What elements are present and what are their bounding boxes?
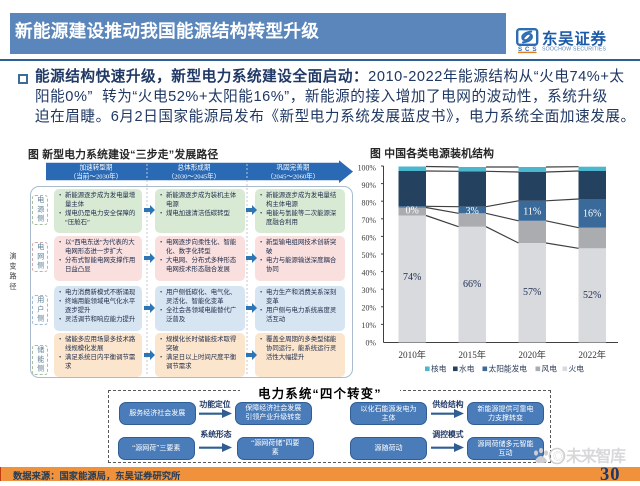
svg-text:100%: 100%	[358, 164, 376, 173]
svg-text:60%: 60%	[362, 234, 377, 243]
svg-text:核电: 核电	[431, 364, 447, 374]
svg-text:2010年: 2010年	[398, 349, 426, 360]
svg-text:东吴证券: 东吴证券	[542, 29, 606, 48]
svg-text:SCS: SCS	[518, 46, 537, 53]
svg-text:水电: 水电	[459, 364, 475, 374]
svg-text:火电: 火电	[569, 364, 585, 374]
svg-text:太阳能发电: 太阳能发电	[489, 364, 528, 374]
svg-text:2020年: 2020年	[518, 349, 546, 360]
svg-text:40%: 40%	[362, 269, 377, 278]
svg-text:57%: 57%	[523, 287, 541, 298]
svg-text:16%: 16%	[583, 209, 601, 220]
svg-text:80%: 80%	[362, 199, 377, 208]
svg-text:（2030～2045年）: （2030～2045年）	[168, 172, 221, 181]
svg-text:2022年: 2022年	[578, 349, 606, 360]
svg-text:总体形成期: 总体形成期	[178, 163, 211, 172]
svg-text:风电: 风电	[542, 364, 558, 374]
svg-text:10%: 10%	[362, 321, 377, 330]
svg-text:50%: 50%	[362, 251, 377, 260]
svg-text:未来智库: 未来智库	[566, 447, 626, 466]
svg-text:11%: 11%	[523, 206, 541, 217]
svg-text:◎: ◎	[553, 450, 564, 463]
svg-text:SOOCHOW SECURITIES: SOOCHOW SECURITIES	[542, 47, 607, 53]
svg-text:30%: 30%	[362, 286, 377, 295]
svg-text:20%: 20%	[362, 304, 377, 313]
svg-text:70%: 70%	[362, 216, 377, 225]
svg-text:0%: 0%	[365, 339, 376, 348]
svg-text:（2045～2060年）: （2045～2060年）	[267, 172, 320, 181]
svg-text:加速转型期: 加速转型期	[80, 163, 113, 172]
svg-text:66%: 66%	[463, 279, 481, 290]
svg-text:（当前～2030年）: （当前～2030年）	[70, 172, 123, 181]
svg-text:3%: 3%	[466, 206, 479, 217]
svg-text:巩固完善期: 巩固完善期	[277, 163, 310, 172]
svg-text:52%: 52%	[583, 290, 601, 301]
svg-text:90%: 90%	[362, 181, 377, 190]
svg-text:2015年: 2015年	[458, 349, 486, 360]
svg-text:0%: 0%	[406, 206, 419, 217]
svg-text:74%: 74%	[403, 272, 421, 283]
